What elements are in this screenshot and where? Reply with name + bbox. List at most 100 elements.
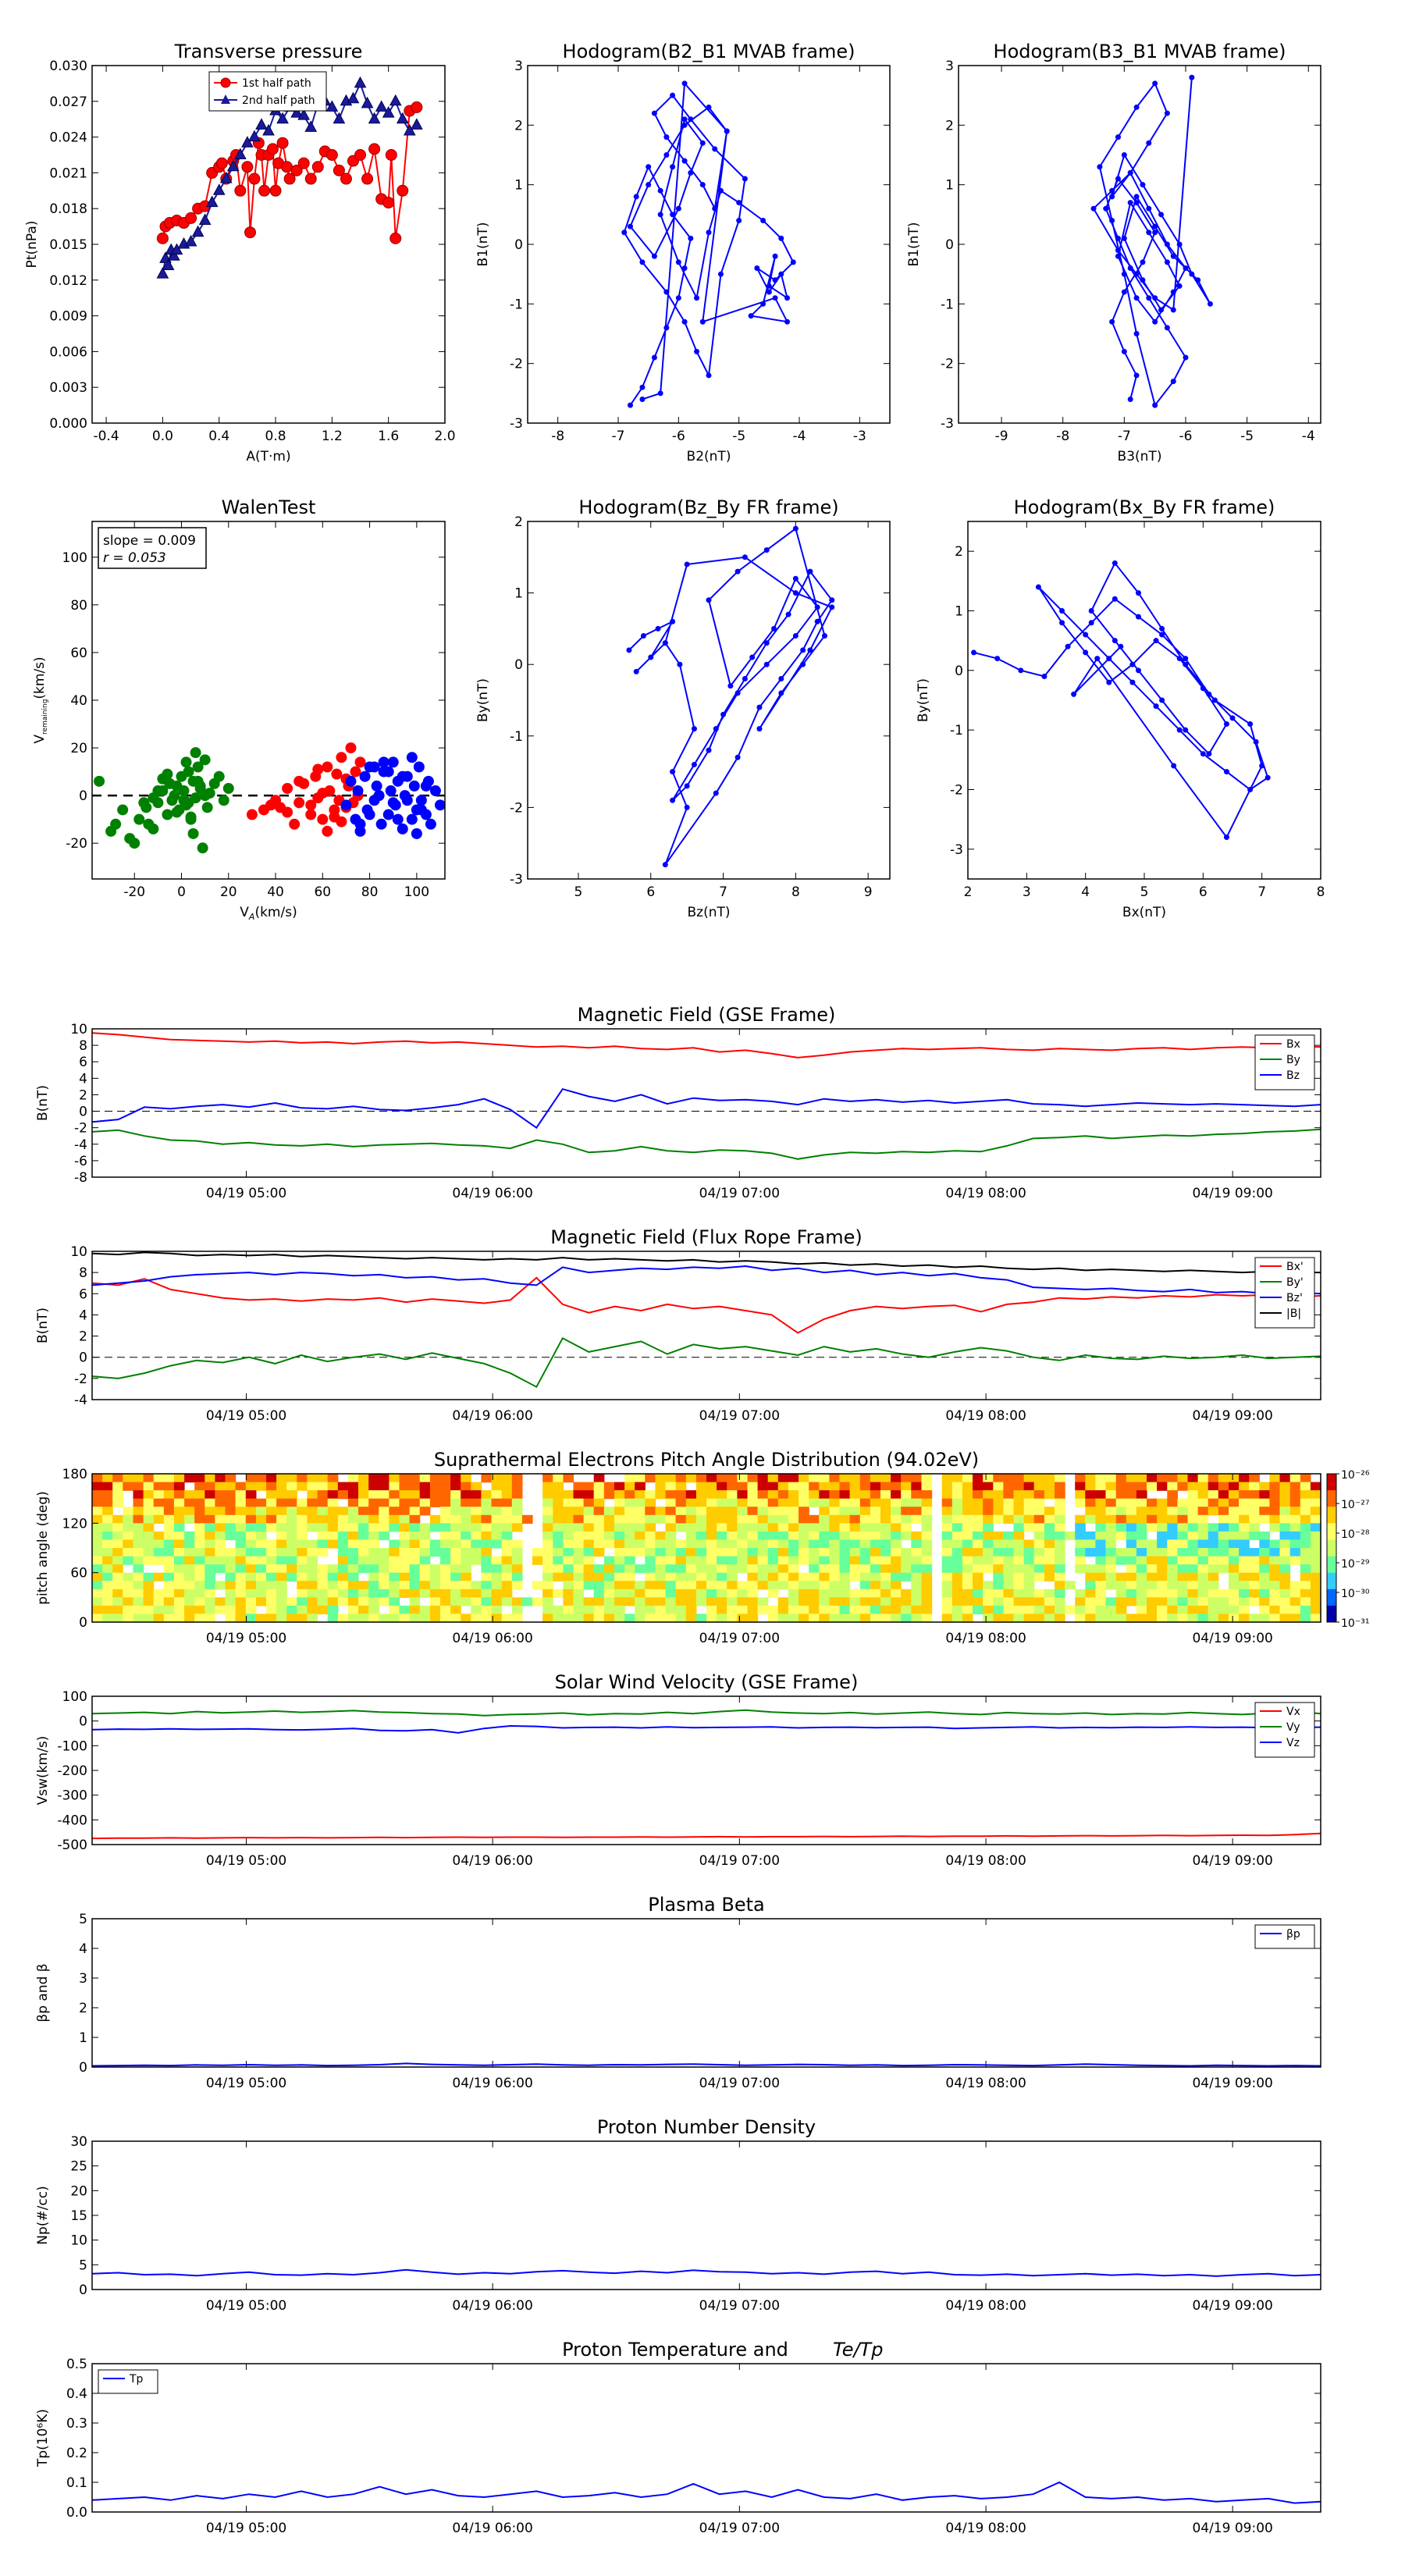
data-point xyxy=(663,289,670,295)
heatmap-cell xyxy=(235,1514,247,1524)
x-axis-label: B2(nT) xyxy=(687,449,731,464)
time-panel-bgse: Magnetic Field (GSE Frame)-8-6-4-2024681… xyxy=(35,1004,1321,1201)
y-tick-label: 0 xyxy=(514,237,523,253)
heatmap-cell xyxy=(624,1539,635,1549)
heatmap-cell xyxy=(1115,1614,1127,1623)
heatmap-cell xyxy=(685,1605,697,1615)
heatmap-cell xyxy=(143,1581,155,1590)
heatmap-cell xyxy=(1126,1474,1137,1483)
heatmap-cell xyxy=(1157,1605,1168,1615)
heatmap-cell xyxy=(1187,1614,1199,1623)
heatmap-cell xyxy=(1075,1564,1086,1574)
y-tick-label: 2 xyxy=(79,2001,87,2016)
heatmap-cell xyxy=(951,1556,963,1565)
heatmap-cell xyxy=(1055,1614,1065,1623)
time-tick-label: 04/19 07:00 xyxy=(699,2521,780,2536)
heatmap-cell xyxy=(276,1498,287,1507)
heatmap-cell xyxy=(245,1498,257,1507)
heatmap-cell xyxy=(737,1490,749,1500)
data-point xyxy=(1189,271,1195,277)
data-point xyxy=(411,118,423,130)
heatmap-cell xyxy=(1239,1589,1250,1598)
data-point xyxy=(415,795,427,806)
heatmap-cell xyxy=(297,1482,308,1491)
heatmap-cell xyxy=(717,1572,727,1582)
heatmap-cell xyxy=(1055,1572,1065,1582)
data-point xyxy=(639,259,646,265)
heatmap-cell xyxy=(951,1614,963,1623)
heatmap-cell xyxy=(440,1581,451,1590)
heatmap-cell xyxy=(665,1564,677,1574)
heatmap-cell xyxy=(870,1490,881,1500)
heatmap-cell xyxy=(337,1572,349,1582)
heatmap-cell xyxy=(695,1556,707,1565)
data-point xyxy=(289,818,301,830)
heatmap-cell xyxy=(235,1556,247,1565)
heatmap-cell xyxy=(603,1514,615,1524)
time-tick-label: 04/19 09:00 xyxy=(1192,2076,1272,2091)
time-tick-label: 04/19 08:00 xyxy=(945,2521,1026,2536)
heatmap-cell xyxy=(583,1556,595,1565)
heatmap-cell xyxy=(563,1498,574,1507)
data-point xyxy=(246,809,258,820)
heatmap-cell xyxy=(92,1523,103,1532)
heatmap-cell xyxy=(603,1605,615,1615)
heatmap-cell xyxy=(1229,1482,1240,1491)
heatmap-cell xyxy=(286,1482,297,1491)
data-point xyxy=(1183,661,1189,667)
heatmap-cell xyxy=(419,1564,431,1574)
heatmap-cell xyxy=(706,1548,717,1557)
heatmap-cell xyxy=(645,1514,656,1524)
y-tick-label: -4 xyxy=(74,1393,87,1408)
heatmap-cell xyxy=(941,1507,953,1516)
heatmap-cell xyxy=(327,1605,339,1615)
heatmap-cell xyxy=(389,1597,400,1606)
heatmap-cell xyxy=(951,1564,963,1574)
data-point xyxy=(1200,751,1206,757)
heatmap-cell xyxy=(1105,1548,1117,1557)
heatmap-cell xyxy=(849,1572,861,1582)
heatmap-cell xyxy=(1013,1539,1025,1549)
y-tick-label: -200 xyxy=(57,1763,87,1779)
heatmap-cell xyxy=(255,1597,267,1606)
data-point xyxy=(735,568,741,575)
heatmap-cell xyxy=(1300,1523,1311,1532)
heatmap-cell xyxy=(1177,1556,1189,1565)
heatmap-cell xyxy=(1229,1474,1240,1483)
heatmap-cell xyxy=(399,1614,411,1623)
heatmap-cell xyxy=(685,1531,697,1541)
x-axis-label: Bx(nT) xyxy=(1122,905,1166,920)
heatmap-cell xyxy=(685,1597,697,1606)
heatmap-cell xyxy=(225,1531,237,1541)
data-point xyxy=(368,112,381,124)
panel-title: Magnetic Field (Flux Rope Frame) xyxy=(550,1226,862,1248)
heatmap-cell xyxy=(379,1498,389,1507)
heatmap-cell xyxy=(1310,1605,1321,1615)
data-point xyxy=(378,756,389,768)
heatmap-cell xyxy=(1126,1548,1137,1557)
data-point xyxy=(1183,354,1189,361)
heatmap-cell xyxy=(1279,1523,1291,1532)
x-tick-label: 2.0 xyxy=(434,429,455,444)
heatmap-cell xyxy=(327,1523,339,1532)
data-point xyxy=(385,785,397,797)
heatmap-cell xyxy=(399,1507,411,1516)
heatmap-cell xyxy=(1249,1514,1260,1524)
heatmap-cell xyxy=(1239,1564,1250,1574)
heatmap-cell xyxy=(675,1474,687,1483)
data-point xyxy=(364,809,375,820)
data-point xyxy=(694,348,700,354)
heatmap-cell xyxy=(563,1614,574,1623)
heatmap-cell xyxy=(747,1605,759,1615)
heatmap-cell xyxy=(1075,1614,1086,1623)
heatmap-cell xyxy=(245,1556,257,1565)
data-point xyxy=(415,804,427,816)
heatmap-cell xyxy=(205,1523,215,1532)
data-point xyxy=(694,295,700,301)
heatmap-cell xyxy=(624,1482,635,1491)
heatmap-cell xyxy=(747,1597,759,1606)
colorbar-label: 10⁻²⁹ xyxy=(1341,1558,1370,1571)
heatmap-cell xyxy=(1218,1614,1229,1623)
heatmap-cell xyxy=(297,1507,308,1516)
heatmap-cell xyxy=(1279,1482,1291,1491)
